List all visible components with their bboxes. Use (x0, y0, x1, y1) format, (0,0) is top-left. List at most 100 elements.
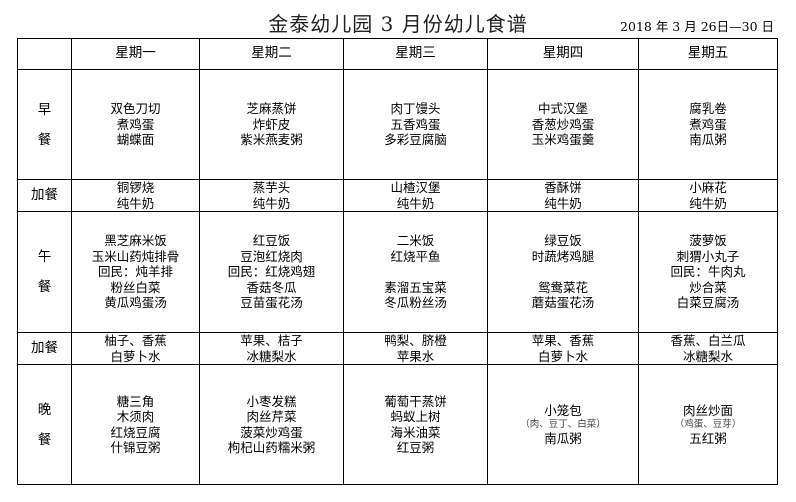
menu-cell-friday: 香蕉、白兰瓜 冰糖梨水 (638, 332, 778, 365)
header-row: 星期一 星期二 星期三 星期四 星期五 (17, 38, 778, 70)
dish-item: 小枣发糕 (246, 393, 297, 409)
menu-cell-thursday: 中式汉堡 香葱炒鸡蛋 玉米鸡蛋羹 (487, 69, 639, 180)
dish-item: 二米饭 (396, 233, 435, 249)
menu-cell-wednesday: 二米饭 红烧平鱼 素溜五宝菜 冬瓜粉丝汤 (343, 211, 488, 333)
menu-cell-friday: 肉丝炒面 （鸡蛋、豆芽） 五红粥 (638, 364, 778, 485)
dish-item: 回民：红烧鸡翅 (227, 264, 316, 280)
dish-item: 海米油菜 (390, 424, 441, 440)
menu-cell-monday: 双色刀切 煮鸡蛋 蝴蝶面 (71, 69, 200, 180)
menu-cell-thursday: 香酥饼 纯牛奶 (487, 179, 639, 212)
dish-item: 苹果、桔子 (240, 333, 303, 348)
dish-item: 纯牛奶 (252, 195, 291, 211)
dish-item: 小麻花 (689, 180, 727, 195)
dish-item: 煮鸡蛋 (689, 116, 727, 132)
menu-cell-monday: 糖三角 木须肉 红烧豆腐 什锦豆粥 (71, 364, 200, 485)
dish-item: 五香鸡蛋 (390, 116, 441, 132)
dish-item: 黑芝麻米饭 (104, 233, 167, 249)
menu-cell-friday: 菠萝饭 刺猬小丸子 回民：牛肉丸 炒合菜 白菜豆腐汤 (638, 211, 778, 333)
dish-item: 红豆粥 (396, 440, 435, 455)
dish-item: 红烧豆腐 (110, 424, 161, 440)
meal-label: 加餐 (17, 179, 72, 212)
dish-item: 紫米燕麦粥 (240, 132, 303, 148)
dish-item: 苹果、香蕉 (531, 333, 595, 348)
dish-item: 豆泡红烧肉 (240, 248, 303, 264)
day-header-tuesday: 星期二 (199, 38, 344, 70)
menu-cell-monday: 黑芝麻米饭 玉米山药炖排骨 回民：炖羊排 粉丝白菜 黄瓜鸡蛋汤 (71, 211, 200, 333)
dish-item: 腐乳卷 (689, 101, 727, 117)
menu-cell-thursday: 苹果、香蕉 白萝卜水 (487, 332, 639, 365)
menu-cell-wednesday: 肉丁馒头 五香鸡蛋 多彩豆腐脑 (343, 69, 488, 180)
dish-item: 回民：炖羊排 (97, 264, 173, 280)
dish-item: 多彩豆腐脑 (384, 132, 447, 148)
dish-item: 小笼包 (544, 402, 582, 418)
dish-item: 时蔬烤鸡腿 (531, 248, 595, 264)
meal-row: 午餐黑芝麻米饭 玉米山药炖排骨 回民：炖羊排 粉丝白菜 黄瓜鸡蛋汤 红豆饭 豆泡红烧肉 回民：… (17, 211, 778, 333)
dish-item: 肉丝炒面 (682, 402, 733, 418)
dish-item: 五红粥 (689, 431, 727, 446)
meal-row: 早餐双色刀切 煮鸡蛋 蝴蝶面 芝麻蒸饼 炸虾皮 紫米燕麦粥 肉丁馒头 五香鸡蛋 多彩豆腐脑 中式汉… (17, 69, 778, 180)
dish-item: 煮鸡蛋 (116, 116, 155, 132)
meal-label-text: 餐 (37, 131, 52, 148)
meal-label: 早餐 (17, 69, 72, 180)
dish-item: 肉丝芹菜 (246, 409, 297, 424)
dish-item: 糖三角 (116, 393, 155, 409)
menu-cell-wednesday: 鸭梨、脐橙 苹果水 (343, 332, 488, 365)
dish-item: 鸳鸯菜花 (537, 279, 588, 295)
dish-item: 菠萝饭 (689, 233, 727, 249)
menu-cell-thursday: 小笼包 （肉、豆丁、白菜） 南瓜粥 (487, 364, 639, 485)
dish-item: 纯牛奶 (116, 195, 155, 211)
dish-item: 山楂汉堡 (390, 180, 441, 195)
dish-item: 玉米鸡蛋羹 (531, 132, 595, 148)
dish-item: 苹果水 (396, 348, 435, 364)
dish-item: 回民：牛肉丸 (670, 264, 746, 280)
dish-item: 南瓜粥 (544, 431, 582, 446)
dish-item: 枸杞山药糯米粥 (227, 440, 316, 455)
menu-cell-tuesday: 红豆饭 豆泡红烧肉 回民：红烧鸡翅 香菇冬瓜 豆苗蛋花汤 (199, 211, 344, 333)
meal-label-text: 早 (37, 101, 52, 118)
dish-item: 木须肉 (116, 409, 155, 424)
dish-item: 刺猬小丸子 (676, 248, 740, 264)
dish-item: 玉米山药炖排骨 (91, 248, 180, 264)
dish-item: 中式汉堡 (537, 101, 588, 117)
dish-item: 蝴蝶面 (116, 132, 155, 148)
dish-item: 白萝卜水 (110, 348, 161, 364)
date-range: 2018 年 3 月 26日—30 日 (620, 19, 774, 34)
menu-cell-tuesday: 小枣发糕 肉丝芹菜 菠菜炒鸡蛋 枸杞山药糯米粥 (199, 364, 344, 485)
dish-item: 粉丝白菜 (110, 279, 161, 295)
dish-item: 芝麻蒸饼 (246, 101, 297, 117)
dish-item (344, 264, 487, 280)
menu-table: 星期一 星期二 星期三 星期四 星期五早餐双色刀切 煮鸡蛋 蝴蝶面 芝麻蒸饼 炸虾皮 紫米燕麦粥肉… (17, 38, 778, 485)
day-header-monday: 星期一 (71, 38, 200, 70)
dish-item: 柚子、香蕉 (104, 333, 167, 348)
dish-item: 蒸芋头 (252, 180, 291, 195)
dish-item: 绿豆饭 (544, 233, 582, 249)
meal-label: 午餐 (17, 211, 72, 333)
page-title: 金泰幼儿园 3 月份幼儿食谱 (268, 12, 528, 36)
dish-item: 香葱炒鸡蛋 (531, 116, 595, 132)
dish-item: 香蕉、白兰瓜 (670, 333, 746, 348)
dish-item: 白萝卜水 (537, 348, 588, 364)
dish-item: 香酥饼 (544, 180, 582, 195)
dish-item: 肉丁馒头 (390, 101, 441, 117)
menu-cell-tuesday: 苹果、桔子 冰糖梨水 (199, 332, 344, 365)
dish-item: 香菇冬瓜 (246, 279, 297, 295)
dish-item: 蚂蚁上树 (390, 409, 441, 424)
day-header-thursday: 星期四 (487, 38, 639, 70)
menu-cell-friday: 小麻花 纯牛奶 (638, 179, 778, 212)
corner-cell (17, 38, 72, 70)
meal-label: 加餐 (17, 332, 72, 365)
menu-cell-monday: 柚子、香蕉 白萝卜水 (71, 332, 200, 365)
meal-label-text: 餐 (37, 279, 52, 295)
menu-cell-wednesday: 山楂汉堡 纯牛奶 (343, 179, 488, 212)
day-header-friday: 星期五 (638, 38, 778, 70)
meal-label-text: 午 (37, 249, 52, 265)
dish-item: 鸭梨、脐橙 (384, 333, 447, 348)
dish-item: 葡萄干蒸饼 (384, 393, 447, 409)
dish-item: 炒合菜 (689, 279, 727, 295)
dish-item: 冰糖梨水 (246, 348, 297, 364)
dish-item: 南瓜粥 (689, 132, 727, 148)
dish-note: （鸡蛋、豆芽） (674, 419, 742, 430)
day-header-wednesday: 星期三 (343, 38, 488, 70)
dish-item: 素溜五宝菜 (384, 279, 447, 295)
dish-item: 纯牛奶 (544, 195, 582, 211)
